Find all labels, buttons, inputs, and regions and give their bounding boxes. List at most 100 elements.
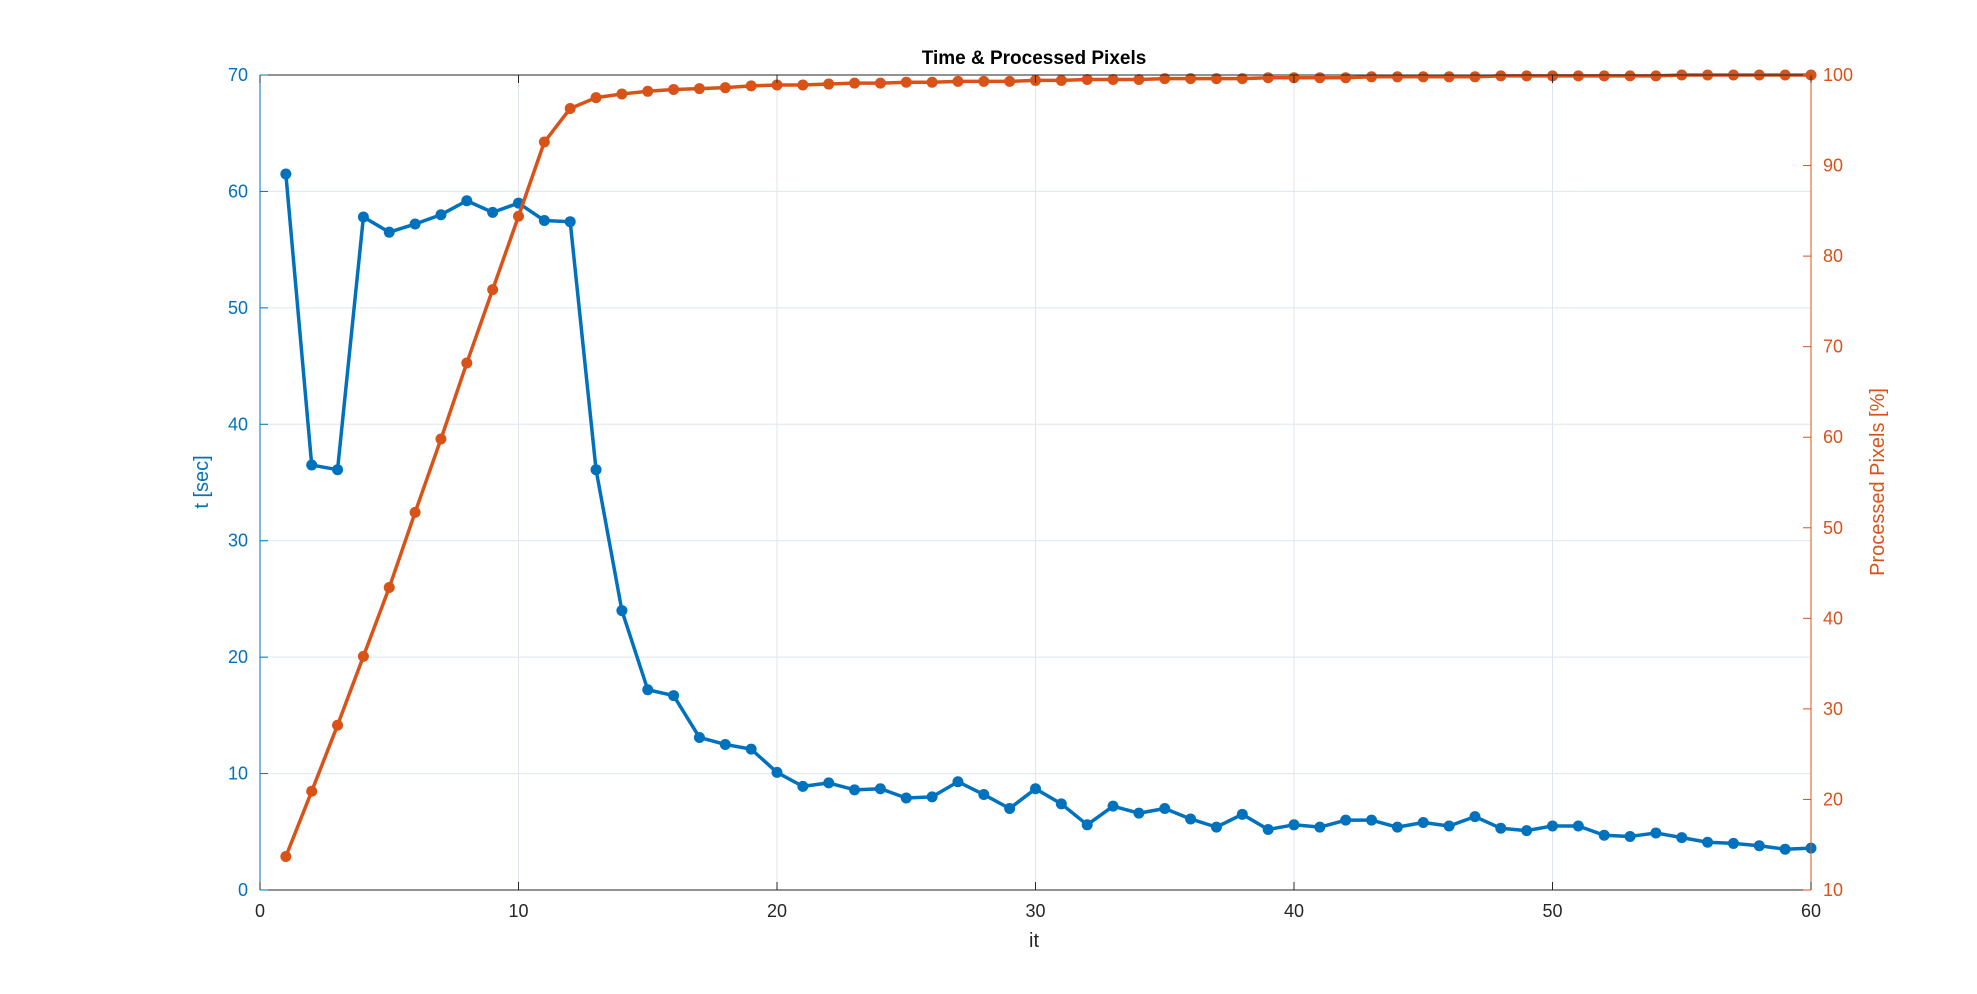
data-point-time xyxy=(1159,803,1171,814)
data-point-time xyxy=(1521,825,1533,837)
data-point-time xyxy=(874,783,886,795)
y-tick-label-right: 70 xyxy=(1823,337,1843,357)
x-tick-label: 50 xyxy=(1542,901,1562,921)
y-tick-label-left: 60 xyxy=(228,181,248,201)
data-point-processed-pixels xyxy=(1133,74,1145,86)
data-point-time xyxy=(1081,819,1093,831)
data-point-time xyxy=(332,464,344,476)
data-point-time xyxy=(1676,832,1688,844)
data-point-time xyxy=(849,784,861,796)
data-point-processed-pixels xyxy=(1572,70,1584,82)
x-tick-label: 0 xyxy=(255,901,265,921)
data-point-processed-pixels xyxy=(1004,75,1016,87)
data-point-processed-pixels xyxy=(1055,74,1067,86)
data-point-processed-pixels xyxy=(1185,73,1197,85)
data-point-processed-pixels xyxy=(1417,71,1429,83)
series-line-processed-pixels xyxy=(284,73,1811,858)
data-point-processed-pixels xyxy=(461,357,473,369)
data-point-time xyxy=(1727,837,1739,849)
data-point-processed-pixels xyxy=(1236,73,1248,85)
y-tick-label-right: 20 xyxy=(1823,789,1843,809)
data-point-time xyxy=(797,780,809,792)
data-point-processed-pixels xyxy=(538,136,550,148)
data-point-processed-pixels xyxy=(1521,70,1533,82)
y-tick-label-right: 90 xyxy=(1823,156,1843,176)
data-point-time xyxy=(1314,821,1326,833)
data-point-time xyxy=(1547,820,1558,832)
data-point-time xyxy=(1236,808,1248,820)
data-point-processed-pixels xyxy=(978,75,990,87)
data-point-time xyxy=(642,684,654,696)
data-point-processed-pixels xyxy=(383,582,395,594)
data-point-time xyxy=(306,459,318,471)
data-point-time xyxy=(952,776,964,788)
data-point-processed-pixels xyxy=(1314,72,1326,84)
data-point-time xyxy=(1185,813,1197,825)
data-point-processed-pixels xyxy=(306,785,318,797)
y-tick-label-right: 80 xyxy=(1823,246,1843,266)
data-point-time xyxy=(1004,803,1016,814)
data-point-processed-pixels xyxy=(719,82,731,94)
data-point-processed-pixels xyxy=(823,78,835,90)
data-point-time xyxy=(1288,819,1300,831)
y-tick-label-left: 40 xyxy=(228,414,248,434)
data-point-processed-pixels xyxy=(797,79,809,91)
data-point-time xyxy=(590,464,602,476)
data-point-processed-pixels xyxy=(1598,70,1610,82)
data-point-time xyxy=(1366,814,1378,826)
y-tick-label-left: 0 xyxy=(238,880,248,900)
data-point-processed-pixels xyxy=(1366,71,1378,83)
grid xyxy=(260,75,1811,890)
data-point-time xyxy=(616,605,628,617)
data-point-processed-pixels xyxy=(1624,70,1636,82)
data-point-processed-pixels xyxy=(616,88,628,100)
y-tick-label-right: 10 xyxy=(1823,880,1843,900)
y-tick-label-left: 30 xyxy=(228,531,248,551)
y-tick-label-right: 100 xyxy=(1823,65,1853,85)
data-point-time xyxy=(280,168,292,180)
data-point-time xyxy=(1030,783,1041,795)
data-point-processed-pixels xyxy=(435,433,447,445)
data-point-processed-pixels xyxy=(409,506,421,518)
data-point-processed-pixels xyxy=(771,79,783,91)
y-tick-label-left: 10 xyxy=(228,764,248,784)
data-point-time xyxy=(900,792,912,804)
y-tick-label-left: 50 xyxy=(228,298,248,318)
data-point-time xyxy=(1262,823,1274,835)
data-point-time xyxy=(1779,843,1791,855)
chart-title: Time & Processed Pixels xyxy=(922,48,1147,69)
data-point-time xyxy=(1624,830,1636,842)
series-line-time xyxy=(284,173,1812,851)
data-point-time xyxy=(1107,800,1119,812)
data-point-time xyxy=(1340,814,1352,826)
y-tick-label-right: 40 xyxy=(1823,608,1843,628)
data-point-time xyxy=(1469,811,1481,823)
data-point-processed-pixels xyxy=(564,103,576,115)
data-point-processed-pixels xyxy=(926,76,938,88)
data-point-time xyxy=(1417,816,1429,828)
data-point-time xyxy=(1495,822,1507,834)
data-point-time xyxy=(771,766,783,778)
data-point-time xyxy=(1753,840,1765,852)
data-point-time xyxy=(693,731,705,743)
data-point-processed-pixels xyxy=(1391,71,1403,83)
data-point-time xyxy=(487,206,499,218)
data-point-time xyxy=(461,195,473,207)
x-axis-label: it xyxy=(1029,930,1039,952)
data-point-processed-pixels xyxy=(1340,72,1352,84)
y-tick-label-left: 20 xyxy=(228,647,248,667)
data-point-processed-pixels xyxy=(280,850,292,862)
data-point-time xyxy=(1055,798,1067,810)
data-point-time xyxy=(719,738,731,750)
data-point-time xyxy=(357,211,369,223)
y-tick-label-right: 50 xyxy=(1823,518,1843,538)
data-point-processed-pixels xyxy=(357,650,369,662)
data-point-processed-pixels xyxy=(590,92,602,104)
y-tick-label-right: 30 xyxy=(1823,699,1843,719)
data-point-time xyxy=(1391,821,1403,833)
y-axis-label-left: t [sec] xyxy=(191,455,213,508)
data-point-processed-pixels xyxy=(1443,71,1455,83)
data-point-processed-pixels xyxy=(1650,70,1662,82)
data-point-time xyxy=(1210,821,1222,833)
